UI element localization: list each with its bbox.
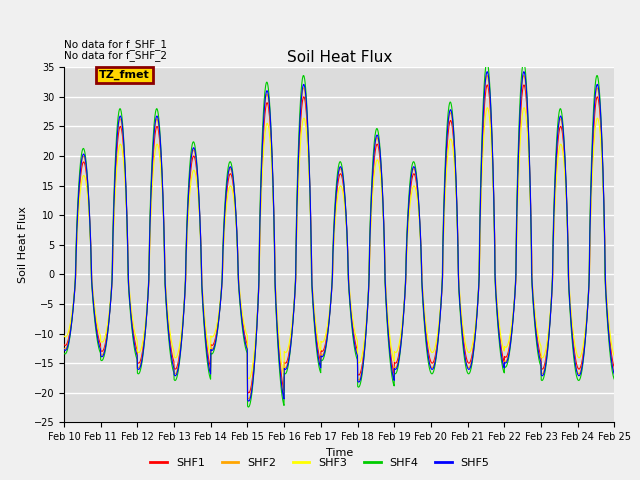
SHF4 — [355, 384, 363, 390]
SHF2 — [611, 370, 618, 376]
SHF2 — [355, 377, 363, 383]
SHF2 — [60, 345, 68, 351]
SHF5 — [60, 347, 68, 352]
SHF4 — [367, 192, 375, 197]
SHF3 — [355, 360, 363, 366]
SHF3 — [60, 333, 68, 339]
Y-axis label: Soil Heat Flux: Soil Heat Flux — [18, 206, 28, 283]
Line: SHF4: SHF4 — [64, 62, 614, 407]
SHF4 — [520, 60, 527, 65]
SHF3 — [500, 346, 508, 352]
SHF1 — [367, 206, 375, 212]
SHF3 — [563, 195, 570, 201]
Legend: SHF1, SHF2, SHF3, SHF4, SHF5: SHF1, SHF2, SHF3, SHF4, SHF5 — [146, 453, 494, 472]
SHF1 — [245, 390, 253, 396]
SHF5 — [367, 200, 375, 206]
SHF2 — [578, 364, 586, 370]
SHF5 — [611, 372, 618, 377]
SHF1 — [60, 341, 68, 347]
SHF2 — [563, 188, 570, 194]
Line: SHF5: SHF5 — [64, 72, 614, 401]
SHF1 — [520, 82, 528, 88]
SHF4 — [611, 377, 618, 383]
SHF1 — [214, 324, 221, 330]
SHF5 — [483, 69, 491, 74]
SHF3 — [367, 216, 375, 222]
SHF4 — [244, 404, 252, 410]
SHF4 — [214, 328, 221, 334]
SHF5 — [563, 183, 570, 189]
SHF2 — [244, 396, 252, 402]
SHF5 — [214, 327, 221, 333]
SHF3 — [578, 350, 586, 356]
SHF2 — [500, 361, 508, 367]
SHF1 — [563, 188, 570, 193]
Line: SHF3: SHF3 — [64, 108, 614, 379]
Line: SHF1: SHF1 — [64, 85, 614, 393]
SHF1 — [611, 365, 618, 371]
Text: No data for f_SHF_2: No data for f_SHF_2 — [64, 50, 167, 61]
SHF2 — [214, 325, 221, 331]
X-axis label: Time: Time — [326, 448, 353, 457]
SHF2 — [483, 72, 491, 78]
SHF3 — [611, 353, 618, 359]
SHF1 — [355, 372, 363, 378]
SHF4 — [578, 370, 586, 376]
Text: TZ_fmet: TZ_fmet — [99, 70, 150, 80]
Title: Soil Heat Flux: Soil Heat Flux — [287, 49, 392, 65]
SHF5 — [244, 398, 252, 404]
SHF4 — [60, 350, 68, 356]
SHF4 — [499, 367, 507, 373]
SHF3 — [245, 376, 253, 382]
SHF3 — [484, 105, 492, 110]
SHF5 — [500, 363, 508, 369]
SHF1 — [499, 356, 507, 361]
SHF3 — [214, 318, 221, 324]
SHF2 — [367, 199, 375, 205]
SHF4 — [563, 185, 570, 191]
SHF5 — [578, 367, 586, 372]
SHF1 — [578, 361, 586, 367]
Text: No data for f_SHF_1: No data for f_SHF_1 — [64, 39, 167, 50]
Line: SHF2: SHF2 — [64, 75, 614, 399]
SHF5 — [355, 379, 363, 385]
